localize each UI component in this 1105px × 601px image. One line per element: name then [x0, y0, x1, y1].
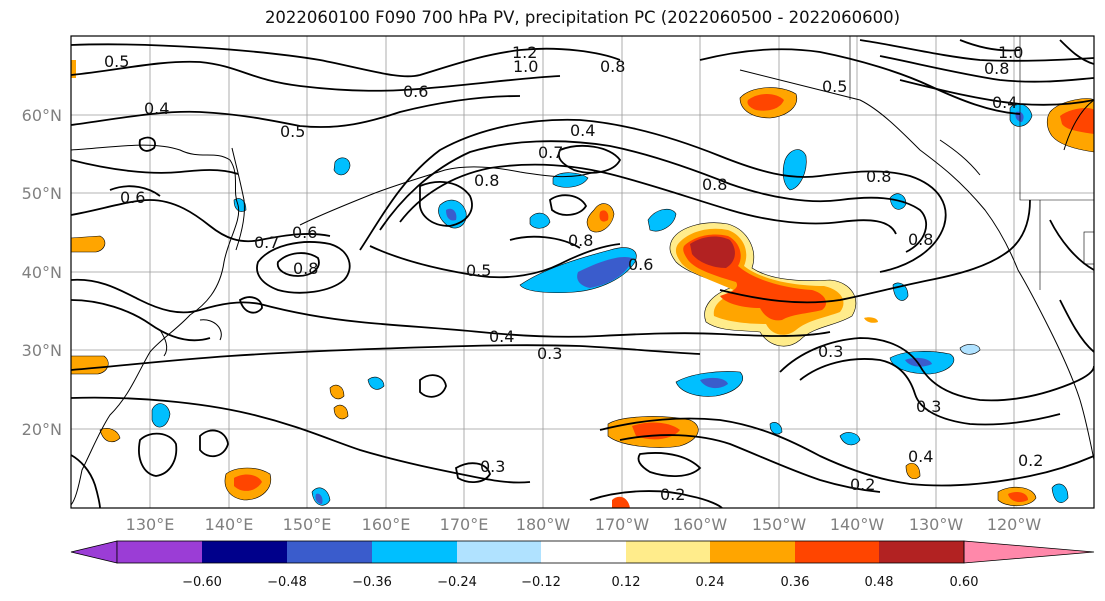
- colorbar-tick: −0.48: [267, 575, 307, 590]
- lon-label: 170°W: [595, 515, 650, 534]
- pv-contours: [71, 39, 1094, 508]
- colorbar-max-arrow: [963, 540, 1095, 564]
- contour-label: 1.0: [998, 43, 1023, 62]
- contour-label: 0.7: [538, 143, 563, 162]
- lat-label-40n: 40°N: [22, 263, 62, 282]
- lon-label: 160°E: [362, 515, 411, 534]
- colorbar-tick: −0.60: [182, 575, 222, 590]
- contour-label: 0.3: [537, 344, 562, 363]
- latitude-labels: 60°N 50°N 40°N 30°N 20°N: [22, 106, 62, 439]
- colorbar-min-arrow: [70, 540, 118, 564]
- precip-negative-shading: [151, 103, 1069, 506]
- contour-label: 0.4: [489, 327, 514, 346]
- contour-label: 0.5: [104, 52, 129, 71]
- colorbar-outline: [116, 540, 965, 564]
- contour-label: 0.8: [984, 59, 1009, 78]
- lon-label: 160°W: [673, 515, 728, 534]
- colorbar-segment: [202, 541, 287, 563]
- contour-label: 0.6: [628, 255, 653, 274]
- colorbar-segment: [457, 541, 541, 563]
- map-title: 2022060100 F090 700 hPa PV, precipitatio…: [264, 8, 901, 27]
- lat-label-30n: 30°N: [22, 341, 62, 360]
- contour-label: 0.7: [254, 233, 279, 252]
- lon-label: 130°W: [909, 515, 964, 534]
- colorbar-tick: 0.36: [781, 575, 810, 590]
- colorbar-tick: −0.24: [437, 575, 477, 590]
- contour-label: 0.6: [403, 82, 428, 101]
- lon-label: 120°W: [987, 515, 1042, 534]
- contour-label: 0.8: [293, 259, 318, 278]
- contour-label: 0.4: [570, 121, 595, 140]
- contour-label: 1.2: [512, 43, 537, 62]
- contour-label: 0.8: [702, 175, 727, 194]
- contour-label: 0.8: [600, 57, 625, 76]
- colorbar-tick: 0.48: [865, 575, 894, 590]
- colorbar-segment: [795, 541, 879, 563]
- lon-label: 180°W: [516, 515, 571, 534]
- contour-label: 0.2: [850, 475, 875, 494]
- contour-label: 0.8: [568, 231, 593, 250]
- contour-label: 0.4: [992, 93, 1017, 112]
- contour-label: 0.8: [908, 230, 933, 249]
- colorbar-segment: [117, 541, 202, 563]
- colorbar-tick: 0.12: [612, 575, 641, 590]
- colorbar-segment: [879, 541, 964, 563]
- contour-label: 0.5: [280, 122, 305, 141]
- lon-label: 140°E: [205, 515, 254, 534]
- contour-label: 0.5: [466, 261, 491, 280]
- coastlines: [71, 69, 1094, 506]
- contour-label: 0.8: [866, 167, 891, 186]
- contour-label: 0.8: [474, 171, 499, 190]
- colorbar-segment: [626, 541, 710, 563]
- colorbar: −0.60 −0.48 −0.36 −0.24 −0.12 0.12 0.24 …: [70, 540, 1095, 590]
- contour-label: 0.3: [916, 397, 941, 416]
- contour-label: 0.2: [660, 485, 685, 504]
- graticule: [71, 36, 1094, 508]
- colorbar-tick: 0.60: [950, 575, 979, 590]
- contour-label: 0.2: [1018, 451, 1043, 470]
- contour-label: 0.4: [144, 99, 169, 118]
- precip-positive-shading: [71, 60, 1094, 508]
- lon-label: 130°E: [126, 515, 175, 534]
- lon-label: 170°E: [440, 515, 489, 534]
- contour-labels: 0.5 0.4 0.5 0.6 1.2 1.0 0.8 0.4 0.7 0.8 …: [104, 43, 1043, 504]
- lat-label-50n: 50°N: [22, 184, 62, 203]
- colorbar-tick: 0.24: [696, 575, 725, 590]
- lon-label: 140°W: [830, 515, 885, 534]
- colorbar-tick: −0.12: [521, 575, 561, 590]
- lat-label-60n: 60°N: [22, 106, 62, 125]
- contour-label: 1.0: [513, 57, 538, 76]
- colorbar-segment: [372, 541, 457, 563]
- contour-label: 0.6: [120, 188, 145, 207]
- contour-label: 0.5: [822, 77, 847, 96]
- colorbar-segment: [541, 541, 626, 563]
- longitude-labels: 130°E 140°E 150°E 160°E 170°E 180°W 170°…: [126, 515, 1042, 534]
- contour-label: 0.6: [292, 223, 317, 242]
- colorbar-segment: [710, 541, 795, 563]
- lat-label-20n: 20°N: [22, 420, 62, 439]
- colorbar-tick: −0.36: [352, 575, 392, 590]
- contour-label: 0.4: [908, 447, 933, 466]
- colorbar-segment: [287, 541, 372, 563]
- borders: [849, 36, 1094, 290]
- lon-label: 150°E: [283, 515, 332, 534]
- contour-label: 0.3: [818, 342, 843, 361]
- contour-label: 0.3: [480, 457, 505, 476]
- map-frame: [70, 35, 1095, 509]
- lon-label: 150°W: [752, 515, 807, 534]
